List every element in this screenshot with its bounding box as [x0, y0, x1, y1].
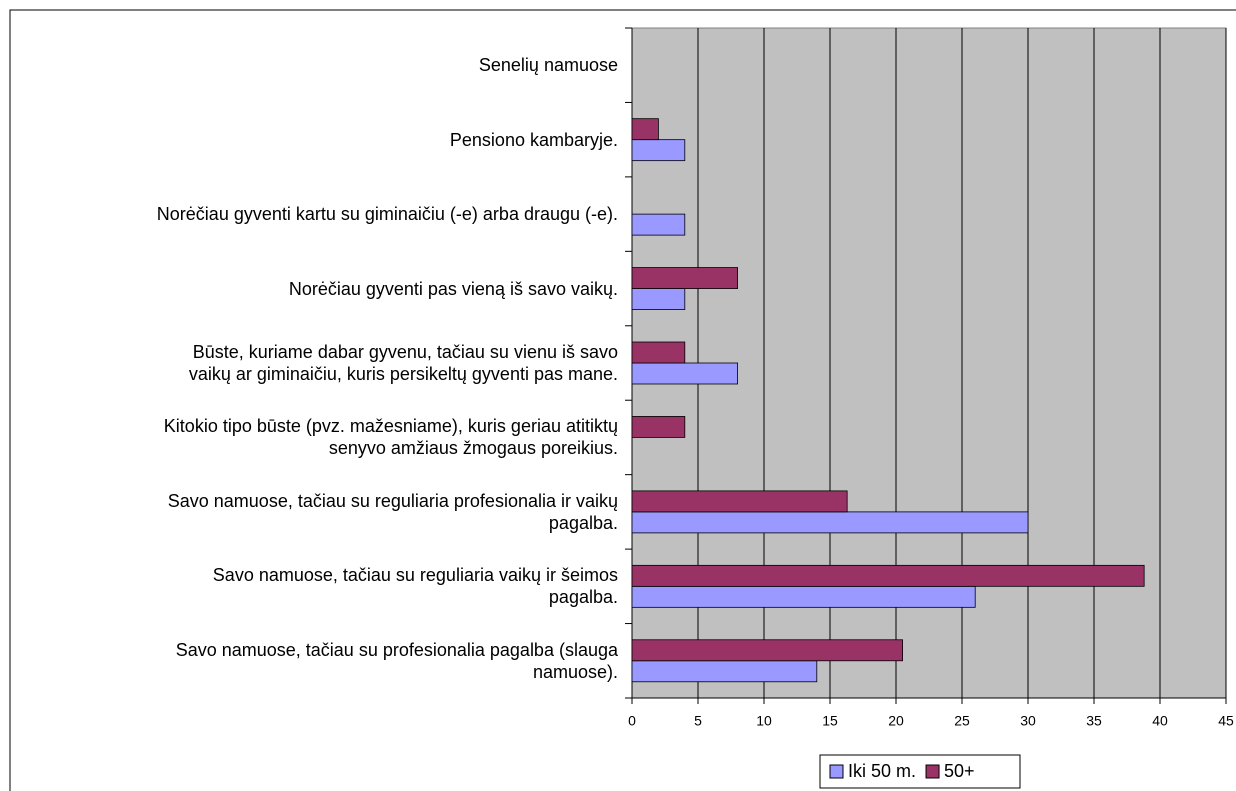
x-tick-label: 30	[1020, 713, 1036, 729]
legend-swatch	[925, 764, 940, 779]
x-tick-label: 25	[954, 713, 970, 729]
x-tick-label: 10	[756, 713, 772, 729]
category-label: Senelių namuose	[478, 55, 618, 76]
x-tick-label: 40	[1152, 713, 1168, 729]
x-tick-label: 20	[888, 713, 904, 729]
bar	[631, 585, 976, 608]
category-label: Savo namuose, tačiau su profesionalia pa…	[175, 639, 618, 682]
legend-label: Iki 50 m.	[848, 761, 916, 781]
bar	[631, 362, 738, 385]
bar	[631, 490, 848, 513]
bar	[631, 341, 686, 364]
bar	[631, 564, 1145, 587]
legend-swatch	[829, 764, 844, 779]
category-label: Savo namuose, tačiau su reguliaria profe…	[167, 490, 618, 533]
bar	[631, 139, 686, 162]
x-tick-label: 0	[628, 713, 636, 729]
category-label: Pensiono kambaryje.	[449, 129, 618, 150]
bar	[631, 416, 686, 438]
legend-label: 50+	[944, 761, 975, 781]
category-label: Būste, kuriame dabar gyvenu, tačiau su v…	[188, 342, 618, 384]
x-tick-label: 45	[1218, 713, 1234, 729]
x-tick-label: 35	[1086, 713, 1102, 729]
chart-frame	[9, 9, 1236, 791]
category-label: Kitokio tipo būste (pvz. mažesniame), ku…	[163, 416, 618, 459]
bar	[631, 118, 659, 141]
bar	[631, 511, 1029, 534]
bar	[631, 288, 686, 310]
x-tick-label: 15	[822, 713, 838, 729]
category-label: Norėčiau gyventi kartu su giminaičiu (-e…	[156, 204, 618, 225]
category-label: Savo namuose, tačiau su reguliaria vaikų…	[212, 565, 618, 608]
bar	[631, 213, 686, 236]
bar	[631, 639, 904, 662]
category-label: Norėčiau gyventi pas vieną iš savo vaikų…	[288, 278, 618, 299]
legend-box	[819, 754, 1021, 789]
bar	[631, 267, 738, 289]
bar	[631, 660, 818, 683]
x-tick-label: 5	[694, 713, 702, 729]
